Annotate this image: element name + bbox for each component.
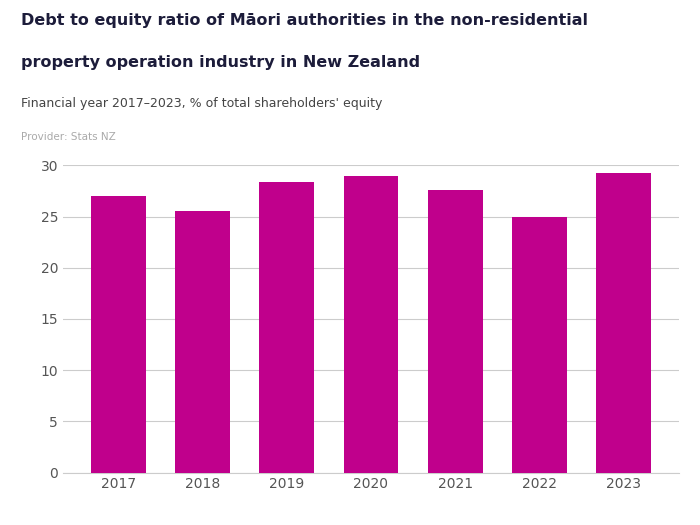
Text: Debt to equity ratio of Māori authorities in the non-residential: Debt to equity ratio of Māori authoritie…: [21, 13, 588, 28]
Bar: [344, 175, 398, 473]
Bar: [512, 216, 567, 472]
Bar: [596, 173, 651, 472]
Text: Provider: Stats NZ: Provider: Stats NZ: [21, 132, 116, 142]
Bar: [428, 190, 482, 472]
Text: Financial year 2017–2023, % of total shareholders' equity: Financial year 2017–2023, % of total sha…: [21, 97, 382, 110]
Bar: [91, 196, 146, 472]
Text: figure.nz: figure.nz: [573, 23, 657, 40]
Bar: [175, 212, 230, 472]
Bar: [260, 182, 314, 472]
Text: property operation industry in New Zealand: property operation industry in New Zeala…: [21, 55, 420, 70]
